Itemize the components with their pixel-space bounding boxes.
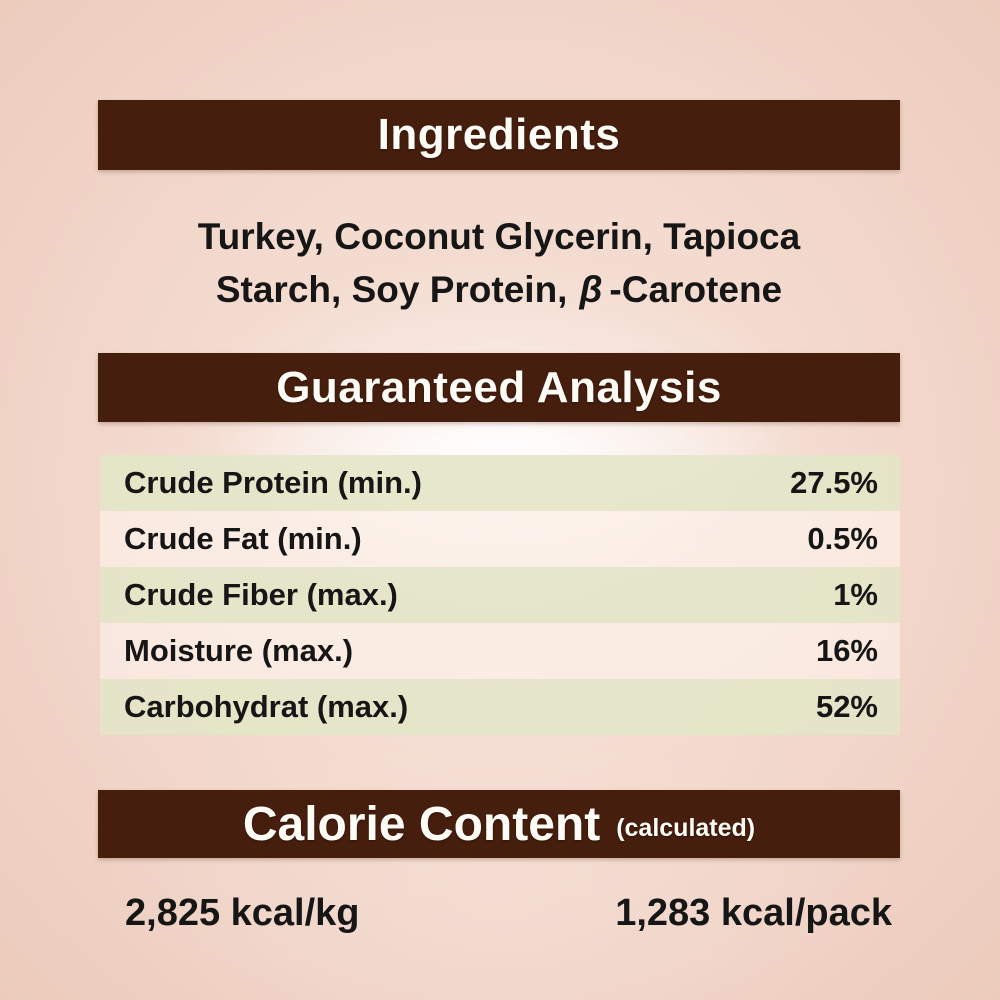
table-row: Crude Protein (min.) 27.5% <box>100 455 900 511</box>
table-row: Carbohydrat (max.) 52% <box>100 679 900 735</box>
ingredients-line2-suffix: -Carotene <box>609 269 783 310</box>
ingredients-title: Ingredients <box>377 110 621 159</box>
analysis-row-value: 27.5% <box>790 465 878 500</box>
analysis-row-label: Moisture (max.) <box>124 633 354 668</box>
analysis-row-label: Crude Fiber (max.) <box>124 577 398 612</box>
table-row: Crude Fat (min.) 0.5% <box>100 511 900 567</box>
analysis-row-label: Crude Protein (min.) <box>124 465 422 500</box>
analysis-row-label: Carbohydrat (max.) <box>124 689 409 724</box>
ingredients-line1: Turkey, Coconut Glycerin, Tapioca <box>197 216 801 257</box>
analysis-row-label: Crude Fat (min.) <box>124 521 362 556</box>
guaranteed-analysis-table: Crude Protein (min.) 27.5% Crude Fat (mi… <box>100 455 900 735</box>
analysis-row-value: 16% <box>815 633 878 668</box>
guaranteed-analysis-header-bar: Guaranteed Analysis <box>98 353 900 422</box>
calorie-values-row: 2,825 kcal/kg 1,283 kcal/pack <box>98 892 900 935</box>
analysis-row-value: 1% <box>833 577 878 612</box>
calorie-content-title: Calorie Content <box>242 797 601 851</box>
analysis-row-value: 0.5% <box>807 521 878 556</box>
guaranteed-analysis-title: Guaranteed Analysis <box>276 362 722 412</box>
calorie-content-subtitle: (calculated) <box>616 813 756 842</box>
beta-carotene-symbol: β <box>579 269 603 310</box>
calorie-content-header-bar: Calorie Content (calculated) <box>98 790 900 858</box>
calorie-content-heading: Calorie Content (calculated) <box>243 790 755 858</box>
table-row: Crude Fiber (max.) 1% <box>100 567 900 623</box>
ingredients-list: Turkey, Coconut Glycerin, Tapioca Starch… <box>98 210 900 316</box>
calories-per-pack: 1,283 kcal/pack <box>615 892 892 934</box>
ingredients-header-bar: Ingredients <box>98 100 900 170</box>
ingredients-line2-prefix: Starch, Soy Protein, <box>215 269 568 310</box>
analysis-row-value: 52% <box>815 689 878 724</box>
table-row: Moisture (max.) 16% <box>100 623 900 679</box>
calories-per-kg: 2,825 kcal/kg <box>125 892 360 934</box>
